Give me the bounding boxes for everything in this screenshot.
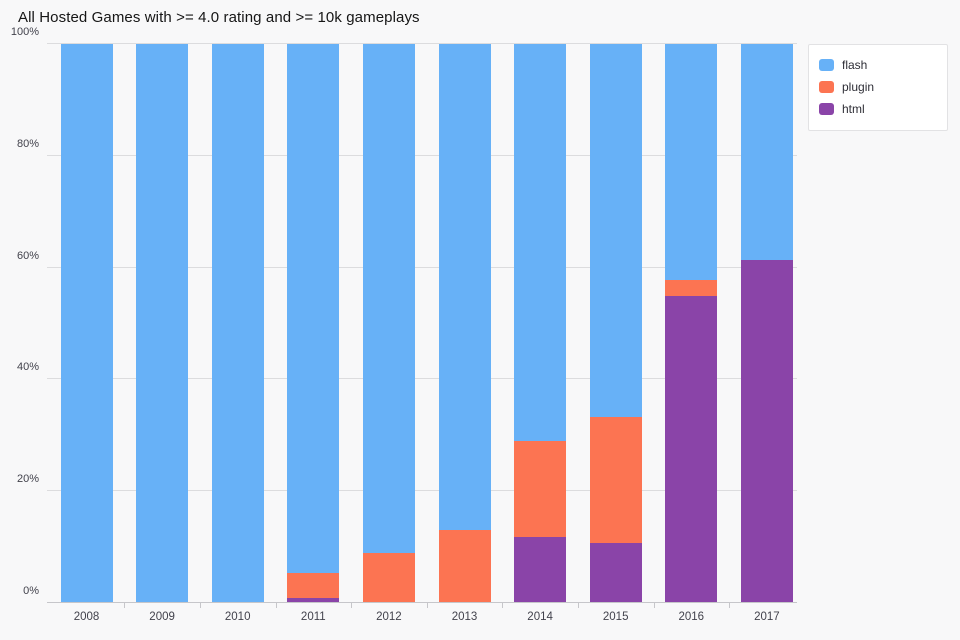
plot-area: 0% 20% 40% 60% 80% 100% 2008 2009 2010 2011 2012 20… xyxy=(11,26,797,623)
chart-title: All Hosted Games with >= 4.0 rating and … xyxy=(18,9,420,26)
x-axis-tick xyxy=(275,603,277,608)
x-tick-label-2010: 2010 xyxy=(224,611,251,623)
y-gridline-100 xyxy=(47,43,797,44)
bar-segment-plugin-2012[interactable] xyxy=(362,552,415,603)
bar-segment-html-2015[interactable] xyxy=(589,542,642,603)
bar-2008 xyxy=(60,44,113,603)
bar-segment-flash-2008[interactable] xyxy=(60,44,113,603)
legend-swatch-flash xyxy=(819,59,834,71)
bar-segment-flash-2014[interactable] xyxy=(514,44,567,442)
bar-2015 xyxy=(589,44,642,603)
bar-2012 xyxy=(362,44,415,603)
bar-segment-flash-2015[interactable] xyxy=(589,44,642,418)
legend-item-flash[interactable]: flash xyxy=(819,54,937,76)
x-axis-tick xyxy=(653,603,655,608)
bar-2014 xyxy=(514,44,567,603)
bar-segment-html-2017[interactable] xyxy=(740,260,793,603)
legend-item-label: plugin xyxy=(842,80,875,94)
x-tick-label-2014: 2014 xyxy=(527,611,553,623)
x-axis-tick xyxy=(577,603,579,608)
bar-segment-plugin-2011[interactable] xyxy=(287,572,340,598)
x-axis-tick xyxy=(124,603,126,608)
y-tick-label: 60% xyxy=(16,249,39,262)
bar-segment-flash-2016[interactable] xyxy=(665,44,718,281)
x-axis-tick xyxy=(199,603,201,608)
bar-2016 xyxy=(665,44,718,603)
y-gridline-60 xyxy=(47,266,797,268)
x-axis-tick xyxy=(729,603,731,608)
y-gridline-0 xyxy=(47,602,797,603)
bar-segment-plugin-2014[interactable] xyxy=(514,441,567,538)
legend-item-label: flash xyxy=(842,58,868,72)
x-tick-label-2008: 2008 xyxy=(73,611,100,623)
y-gridline-80 xyxy=(47,154,797,156)
x-tick-label-2015: 2015 xyxy=(602,611,629,623)
legend-item-html[interactable]: html xyxy=(819,98,937,120)
y-gridline-40 xyxy=(47,378,797,380)
bar-segment-html-2016[interactable] xyxy=(665,295,718,603)
y-gridline-20 xyxy=(47,490,797,492)
x-tick-label-2011: 2011 xyxy=(300,611,326,623)
bar-segment-flash-2010[interactable] xyxy=(211,44,264,603)
y-tick-label: 0% xyxy=(23,585,39,597)
x-tick-label-2017: 2017 xyxy=(754,611,780,623)
legend-item-label: html xyxy=(842,102,865,116)
y-tick-label: 80% xyxy=(16,137,39,150)
bar-segment-flash-2013[interactable] xyxy=(438,44,491,530)
bar-segment-plugin-2015[interactable] xyxy=(589,417,642,543)
x-tick-label-2016: 2016 xyxy=(678,611,705,623)
legend-item-plugin[interactable]: plugin xyxy=(819,76,937,98)
bar-segment-flash-2009[interactable] xyxy=(136,44,189,603)
y-tick-label: 100% xyxy=(10,26,39,38)
bar-2017 xyxy=(740,44,793,603)
y-tick-label: 20% xyxy=(16,473,39,486)
x-tick-label-2012: 2012 xyxy=(376,611,402,623)
bar-segment-flash-2011[interactable] xyxy=(287,44,340,573)
x-axis-tick xyxy=(351,603,353,608)
x-tick-label-2013: 2013 xyxy=(451,611,478,623)
bar-2010 xyxy=(211,44,264,603)
bar-2013 xyxy=(438,44,491,603)
legend: flash plugin html xyxy=(808,44,948,131)
x-tick-label-2009: 2009 xyxy=(149,611,175,623)
legend-swatch-plugin xyxy=(819,81,834,93)
bar-segment-html-2011[interactable] xyxy=(287,597,340,603)
legend-swatch-html xyxy=(819,103,834,115)
bar-segment-flash-2012[interactable] xyxy=(362,44,415,553)
x-axis-tick xyxy=(502,603,504,608)
x-axis-tick xyxy=(426,603,428,608)
bar-segment-plugin-2016[interactable] xyxy=(665,280,718,296)
bar-segment-html-2014[interactable] xyxy=(514,537,567,603)
bar-2011 xyxy=(287,44,340,603)
bar-segment-plugin-2013[interactable] xyxy=(438,529,491,603)
y-tick-label: 40% xyxy=(16,361,39,374)
bar-segment-flash-2017[interactable] xyxy=(740,44,793,261)
bar-2009 xyxy=(136,44,189,603)
